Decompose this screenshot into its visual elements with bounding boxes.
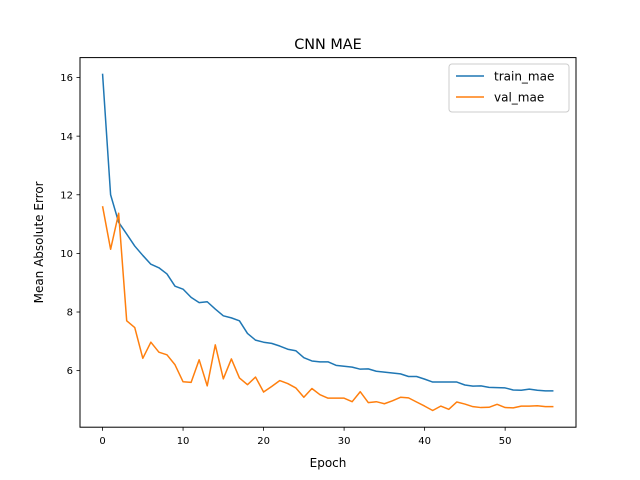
series-line-train-mae xyxy=(101,73,554,392)
x-tick-label: 20 xyxy=(257,436,270,447)
x-tick-label: 10 xyxy=(177,436,190,447)
y-tick-label: 6 xyxy=(67,366,73,377)
y-tick-label: 14 xyxy=(60,132,73,143)
y-tick-label: 12 xyxy=(60,190,73,201)
axis-ticks: 0 10 20 30 40 50 6 8 10 12 14 16 xyxy=(60,73,511,447)
y-axis-label: Mean Absolute Error xyxy=(32,181,46,303)
legend: train_mae val_mae xyxy=(448,63,570,113)
x-axis-label: Epoch xyxy=(310,456,347,470)
plot-frame xyxy=(79,57,577,428)
x-tick-label: 30 xyxy=(338,436,351,447)
series-lines xyxy=(101,73,554,412)
y-tick-label: 10 xyxy=(60,249,73,260)
legend-label-train-mae: train_mae xyxy=(494,70,554,84)
y-tick-label: 16 xyxy=(60,73,73,84)
y-tick-label: 8 xyxy=(67,308,73,319)
x-tick-label: 40 xyxy=(418,436,431,447)
x-tick-label: 50 xyxy=(499,436,512,447)
x-tick-label: 0 xyxy=(99,436,105,447)
series-line-val-mae xyxy=(101,206,554,412)
chart-title: CNN MAE xyxy=(294,37,362,53)
legend-label-val-mae: val_mae xyxy=(494,91,544,105)
